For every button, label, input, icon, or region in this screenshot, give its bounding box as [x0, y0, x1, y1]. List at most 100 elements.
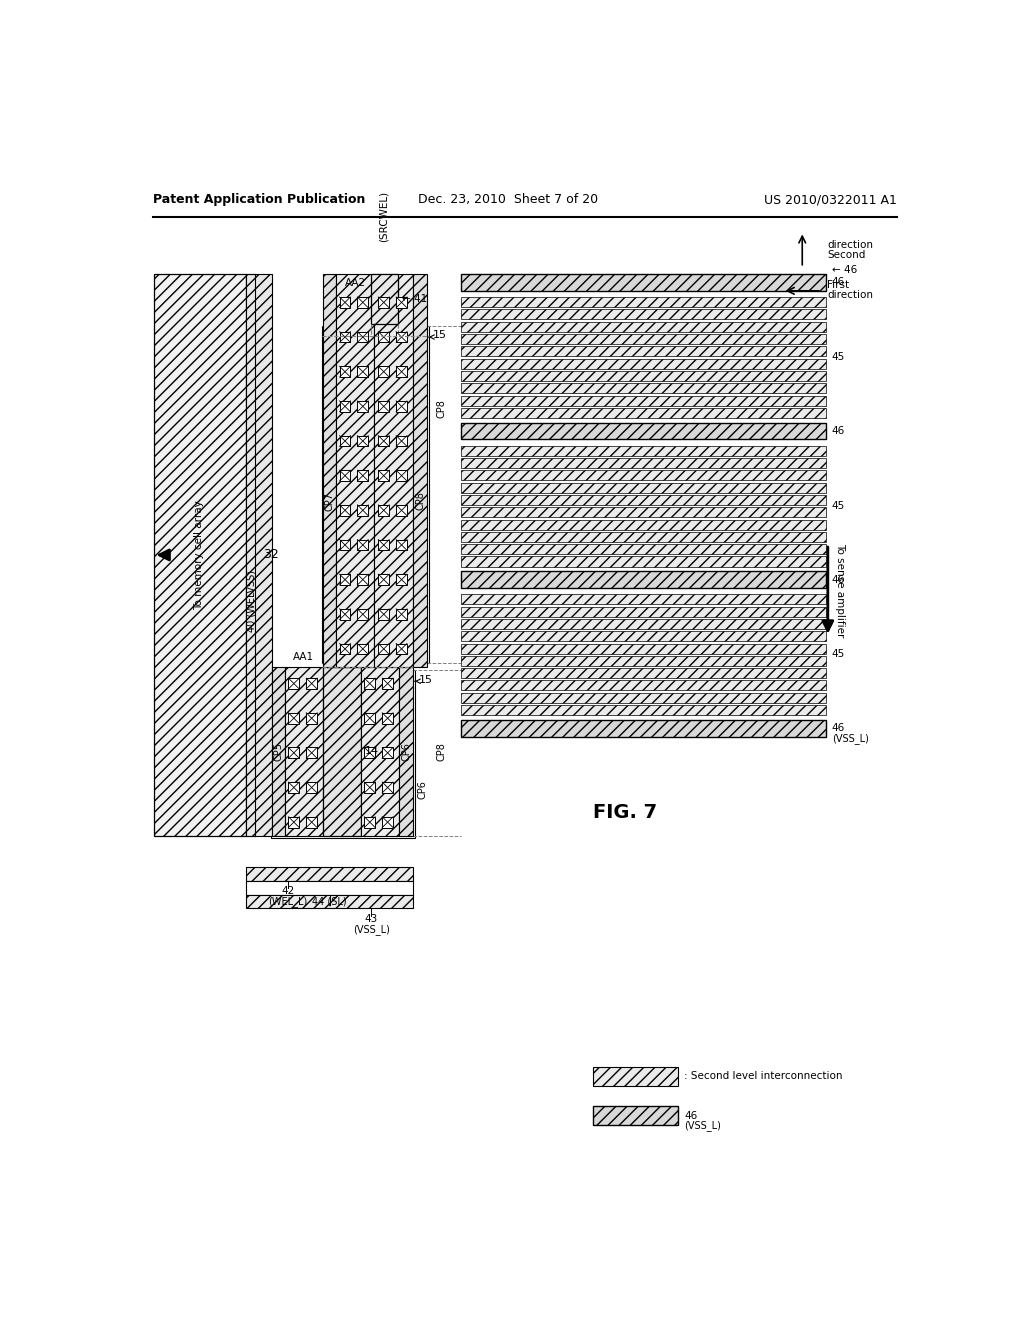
Bar	[357, 644, 369, 655]
Text: 46: 46	[684, 1110, 697, 1121]
Bar	[289, 781, 299, 793]
Bar	[396, 574, 407, 585]
Bar	[154, 275, 246, 836]
Bar	[461, 495, 825, 506]
Bar	[357, 436, 369, 446]
Bar	[461, 322, 825, 331]
Bar	[357, 574, 369, 585]
Bar	[365, 678, 375, 689]
Text: 45: 45	[831, 649, 845, 659]
Text: 46: 46	[831, 426, 845, 436]
Text: CP6: CP6	[401, 742, 412, 760]
Text: CP8: CP8	[437, 742, 446, 760]
Text: direction: direction	[827, 240, 873, 251]
Bar	[396, 436, 407, 446]
Text: (SRCWEL): (SRCWEL)	[379, 190, 389, 242]
Bar	[378, 401, 389, 412]
Bar	[461, 371, 825, 381]
Bar	[461, 532, 825, 543]
Bar	[306, 817, 317, 828]
Text: CP6: CP6	[418, 780, 427, 799]
Text: 46: 46	[831, 574, 845, 585]
Bar	[396, 506, 407, 516]
Bar	[461, 607, 825, 616]
Text: Dec. 23, 2010  Sheet 7 of 20: Dec. 23, 2010 Sheet 7 of 20	[418, 193, 598, 206]
Text: : Second level interconnection: : Second level interconnection	[684, 1072, 843, 1081]
Bar	[289, 713, 299, 723]
Bar	[306, 747, 317, 758]
Text: Patent Application Publication: Patent Application Publication	[153, 193, 366, 206]
Bar	[461, 297, 825, 308]
Text: CP7: CP7	[325, 491, 335, 511]
Bar	[461, 668, 825, 678]
Text: To sense amplifier: To sense amplifier	[835, 544, 845, 638]
Bar	[340, 609, 350, 619]
Bar	[336, 275, 375, 667]
Text: 15: 15	[432, 330, 446, 341]
Bar	[340, 540, 350, 550]
Bar	[396, 331, 407, 342]
Bar	[378, 436, 389, 446]
Bar	[461, 594, 825, 605]
Bar	[365, 713, 375, 723]
Bar	[382, 713, 393, 723]
Text: AA2: AA2	[344, 279, 366, 288]
Bar	[461, 422, 825, 440]
Bar	[593, 1067, 678, 1086]
Text: CP8: CP8	[415, 491, 425, 511]
Text: (VSS_L): (VSS_L)	[831, 733, 868, 743]
Bar	[461, 396, 825, 405]
Bar	[306, 713, 317, 723]
Text: 15: 15	[419, 675, 432, 685]
Bar	[378, 506, 389, 516]
Text: 45: 45	[831, 352, 845, 362]
Bar	[461, 557, 825, 566]
Bar	[378, 367, 389, 378]
Bar	[461, 446, 825, 455]
Bar	[285, 667, 324, 836]
Bar	[357, 609, 369, 619]
Bar	[378, 331, 389, 342]
Text: Second: Second	[827, 249, 865, 260]
Bar	[340, 367, 350, 378]
Bar	[461, 383, 825, 393]
Text: 32: 32	[263, 548, 279, 561]
Bar	[593, 1106, 678, 1125]
Text: US 2010/0322011 A1: US 2010/0322011 A1	[764, 193, 897, 206]
Bar	[357, 297, 369, 308]
Bar	[461, 408, 825, 418]
Text: CP5: CP5	[273, 742, 284, 760]
Bar	[322, 326, 429, 663]
Bar	[340, 401, 350, 412]
Bar	[340, 574, 350, 585]
Text: To memory cell array: To memory cell array	[195, 500, 205, 610]
Text: direction: direction	[827, 289, 873, 300]
Bar	[246, 275, 272, 836]
Bar	[340, 436, 350, 446]
Bar	[289, 747, 299, 758]
Bar	[382, 747, 393, 758]
Bar	[340, 470, 350, 480]
Bar	[461, 544, 825, 554]
Bar	[461, 507, 825, 517]
Bar	[461, 572, 825, 589]
Bar	[461, 483, 825, 492]
Bar	[396, 297, 407, 308]
Bar	[461, 359, 825, 368]
Text: (WEL_L): (WEL_L)	[268, 896, 307, 907]
Bar	[365, 747, 375, 758]
Bar	[340, 297, 350, 308]
Bar	[378, 540, 389, 550]
Bar	[324, 275, 336, 667]
Bar	[461, 719, 825, 737]
Bar	[378, 644, 389, 655]
Bar	[396, 609, 407, 619]
Bar	[378, 609, 389, 619]
Text: ← 41: ← 41	[401, 293, 427, 304]
Text: 45: 45	[831, 500, 845, 511]
Bar	[414, 275, 427, 667]
Bar	[382, 781, 393, 793]
Bar	[289, 817, 299, 828]
Bar	[399, 667, 414, 836]
Text: AA1: AA1	[293, 652, 314, 663]
